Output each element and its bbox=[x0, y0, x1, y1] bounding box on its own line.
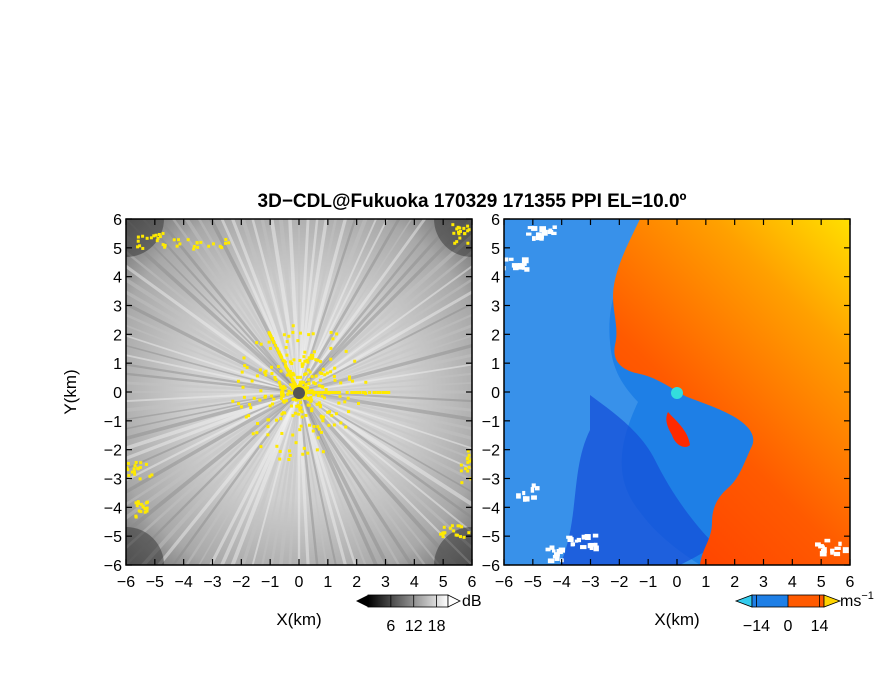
colorbar-gradient bbox=[367, 594, 449, 608]
y-tick-label: 0 bbox=[113, 385, 122, 402]
y-axis-label: Y(km) bbox=[61, 369, 80, 414]
x-tick-label: 6 bbox=[468, 574, 477, 591]
x-tick-label: 0 bbox=[673, 574, 682, 591]
x-tick-label: 5 bbox=[439, 574, 448, 591]
y-tick-label: 3 bbox=[491, 299, 500, 316]
y-tick-label: 1 bbox=[491, 356, 500, 373]
x-axis-label-right: X(km) bbox=[654, 610, 699, 629]
y-tick-label: 5 bbox=[491, 241, 500, 258]
y-tick-label: −2 bbox=[104, 443, 122, 460]
y-tick-label: 6 bbox=[113, 212, 122, 229]
x-tick-label: −6 bbox=[117, 574, 135, 591]
x-tick-label: −2 bbox=[232, 574, 250, 591]
y-tick-label: −3 bbox=[482, 472, 500, 489]
colorbar-tick-label: 12 bbox=[405, 618, 423, 635]
x-tick-label: 4 bbox=[788, 574, 797, 591]
colorbar-unit: ms−1 bbox=[840, 590, 874, 610]
x-tick-label: 1 bbox=[323, 574, 332, 591]
colorbar-tick-label: 14 bbox=[811, 618, 829, 635]
x-tick-label: −5 bbox=[146, 574, 164, 591]
positive-velocity-region bbox=[613, 219, 850, 565]
x-tick-label: 5 bbox=[817, 574, 826, 591]
y-tick-label: −1 bbox=[482, 414, 500, 431]
colorbar-tick-label: 6 bbox=[386, 618, 395, 635]
y-tick-label: 4 bbox=[113, 270, 122, 287]
colorbar-tick-label: 18 bbox=[428, 618, 446, 635]
y-tick-label: 2 bbox=[491, 327, 500, 344]
y-tick-label: −1 bbox=[104, 414, 122, 431]
y-tick-label: −2 bbox=[482, 443, 500, 460]
y-tick-label: −3 bbox=[104, 472, 122, 489]
x-tick-label: −6 bbox=[495, 574, 513, 591]
velocity-panel: −6 −5 −4 −3 −2 −1 0 1 2 3 4 5 6 −6 −5 −4 −3 −2 −1 0 1 2 3 4 5 6 bbox=[482, 212, 855, 591]
colorbar-max-arrow bbox=[823, 594, 842, 608]
y-tick-label: 0 bbox=[491, 385, 500, 402]
colorbar-unit-exponent: −1 bbox=[861, 590, 874, 602]
y-tick-label: −5 bbox=[482, 529, 500, 546]
radar-location-marker bbox=[293, 387, 305, 399]
colorbar-unit: dB bbox=[462, 593, 482, 610]
y-tick-label: −6 bbox=[482, 558, 500, 575]
y-tick-label: 1 bbox=[113, 356, 122, 373]
reflectivity-panel: −6 −5 −4 −3 −2 −1 0 1 2 3 4 5 6 −6 −5 −4 −3 −2 −1 0 1 2 3 4 5 6 bbox=[104, 212, 477, 591]
x-tick-label: −2 bbox=[610, 574, 628, 591]
x-axis-label-left: X(km) bbox=[276, 610, 321, 629]
x-tick-label: −3 bbox=[203, 574, 221, 591]
colorbar-max-arrow bbox=[447, 594, 461, 608]
colorbar-min-arrow bbox=[356, 595, 368, 607]
y-tick-label: 4 bbox=[491, 270, 500, 287]
colorbar-tick-label: 0 bbox=[784, 618, 793, 635]
velocity-colorbar: −14 0 14 ms−1 bbox=[734, 590, 874, 635]
y-tick-label: −4 bbox=[482, 500, 500, 517]
x-tick-label: 1 bbox=[701, 574, 710, 591]
x-tick-label: 2 bbox=[730, 574, 739, 591]
velocity-image bbox=[504, 219, 850, 565]
x-tick-label: 2 bbox=[352, 574, 361, 591]
y-tick-label: −6 bbox=[104, 558, 122, 575]
x-tick-label: −4 bbox=[553, 574, 571, 591]
x-tick-label: 3 bbox=[759, 574, 768, 591]
y-tick-label: −4 bbox=[104, 500, 122, 517]
y-tick-label: 3 bbox=[113, 299, 122, 316]
x-tick-label: −1 bbox=[639, 574, 657, 591]
x-tick-label: −3 bbox=[581, 574, 599, 591]
x-tick-label: −5 bbox=[524, 574, 542, 591]
y-tick-label: 2 bbox=[113, 327, 122, 344]
x-tick-label: −1 bbox=[261, 574, 279, 591]
colorbar-min-arrow bbox=[734, 594, 753, 608]
figure-title: 3D−CDL@Fukuoka 170329 171355 PPI EL=10.0… bbox=[258, 191, 687, 212]
y-tick-label: 6 bbox=[491, 212, 500, 229]
x-tick-label: −4 bbox=[175, 574, 193, 591]
x-tick-label: 0 bbox=[295, 574, 304, 591]
x-tick-label: 4 bbox=[410, 574, 419, 591]
radar-location-marker bbox=[671, 387, 683, 399]
x-tick-label: 6 bbox=[846, 574, 855, 591]
reflectivity-colorbar: 6 12 18 dB bbox=[356, 593, 482, 635]
y-tick-label: 5 bbox=[113, 241, 122, 258]
y-tick-label: −5 bbox=[104, 529, 122, 546]
colorbar-tick-label: −14 bbox=[743, 618, 770, 635]
x-tick-label: 3 bbox=[381, 574, 390, 591]
